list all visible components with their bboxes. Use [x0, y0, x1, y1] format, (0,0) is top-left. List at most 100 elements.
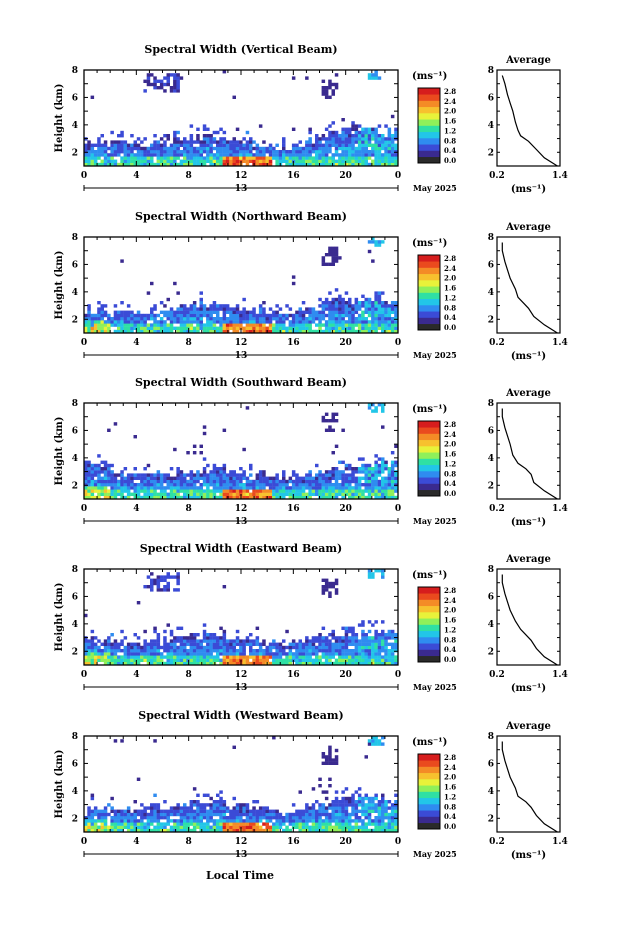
colorbar-tick-label: 2.8 [444, 586, 456, 595]
heatmap-cell [381, 633, 385, 637]
heatmap-cell [84, 655, 88, 659]
heatmap-cell [133, 476, 137, 480]
heatmap-cell [229, 310, 233, 314]
heatmap-cell [308, 492, 312, 496]
heatmap-cell [103, 479, 108, 484]
heatmap-cell [390, 486, 395, 490]
heatmap-cell [394, 159, 398, 163]
heatmap-cell [159, 301, 164, 305]
heatmap-cell [183, 642, 187, 646]
heatmap-cell [192, 661, 197, 666]
heatmap-cell [97, 146, 101, 151]
heatmap-cell [331, 629, 335, 634]
heatmap-cell [156, 812, 161, 817]
heatmap-cell [209, 828, 213, 833]
heatmap-cell [354, 297, 359, 302]
heatmap-cell [354, 803, 359, 807]
heatmap-cell [278, 492, 283, 496]
heatmap-cell [384, 162, 388, 167]
heatmap-cell [384, 649, 388, 653]
heatmap-cell [113, 476, 118, 480]
heatmap-cell [295, 162, 299, 167]
heatmap-cell [364, 317, 368, 321]
heatmap-cell [143, 467, 147, 471]
heatmap-cell [381, 317, 385, 321]
heatmap-cell [361, 310, 365, 314]
heatmap-cell [216, 486, 220, 490]
heatmap-cell [107, 473, 111, 477]
heatmap-cell [206, 153, 210, 157]
colorbar-segment [418, 100, 440, 108]
heatmap-cell [212, 642, 217, 646]
colorbar-tick-label: 2.4 [444, 97, 456, 106]
heatmap-cell [381, 406, 385, 410]
heatmap-cell [295, 146, 299, 151]
heatmap-cell [150, 819, 154, 823]
heatmap-cell [258, 806, 263, 810]
heatmap-cell [338, 652, 342, 656]
heatmap-cell [159, 658, 164, 662]
heatmap-cell [331, 828, 335, 833]
heatmap-cell [136, 326, 141, 330]
heatmap-cell [351, 489, 355, 493]
heatmap-cell [331, 486, 335, 490]
heatmap-cell [90, 150, 95, 154]
heatmap-cell [285, 479, 289, 484]
heatmap-cell [295, 486, 299, 490]
heatmap-cell [216, 812, 220, 817]
colorbar-tick-label: 0.4 [444, 645, 456, 654]
heatmap-cell [348, 297, 352, 302]
heatmap-cell [229, 313, 233, 318]
heatmap-cell [143, 585, 147, 589]
heatmap-cell [328, 301, 332, 305]
heatmap-cell [315, 661, 319, 666]
heatmap-cell [199, 313, 203, 318]
panel-title: Spectral Width (Eastward Beam) [140, 542, 342, 555]
heatmap-cell [328, 489, 332, 493]
heatmap-cell [212, 489, 217, 493]
heatmap-cell [374, 486, 378, 490]
heatmap-cell [143, 629, 147, 634]
heatmap-cell [163, 162, 167, 167]
heatmap-cell [216, 652, 220, 656]
heatmap-cell [328, 419, 332, 423]
heatmap-cell [196, 162, 200, 167]
heatmap-cell [100, 825, 104, 829]
heatmap-cell [390, 816, 395, 820]
heatmap-cell [384, 812, 388, 817]
heatmap-cell [183, 822, 187, 826]
heatmap-cell [331, 256, 335, 260]
heatmap-cell [324, 253, 329, 257]
colorbar-segment [418, 156, 440, 164]
heatmap-cell [328, 585, 332, 589]
heatmap-cell [258, 649, 263, 653]
heatmap-cell [176, 649, 180, 653]
heatmap-cell [295, 329, 299, 334]
heatmap-cell [176, 822, 180, 826]
heatmap-cell [272, 486, 276, 490]
heatmap-cell [252, 809, 256, 813]
heatmap-cell [126, 329, 131, 334]
heatmap-cell [354, 639, 359, 643]
heatmap-cell [235, 629, 240, 634]
heatmap-cell [242, 317, 246, 321]
heatmap-cell [153, 816, 157, 820]
heatmap-cell [242, 828, 246, 833]
heatmap-cell [120, 329, 124, 334]
heatmap-cell [196, 819, 200, 823]
heatmap-cell [90, 473, 95, 477]
average-x-tick-label: 0.2 [489, 670, 505, 680]
heatmap-cell [153, 626, 157, 630]
heatmap-cell [390, 655, 395, 659]
heatmap-cell [229, 159, 233, 163]
heatmap-cell [265, 483, 269, 487]
heatmap-cell [97, 649, 101, 653]
heatmap-cell [321, 159, 326, 163]
heatmap-cell [206, 479, 210, 484]
average-title: Average [505, 55, 551, 66]
heatmap-cell [146, 495, 151, 500]
heatmap-cell [113, 140, 118, 144]
heatmap-cell [338, 304, 342, 308]
heatmap-cell [103, 812, 108, 817]
heatmap-cell [275, 819, 279, 823]
